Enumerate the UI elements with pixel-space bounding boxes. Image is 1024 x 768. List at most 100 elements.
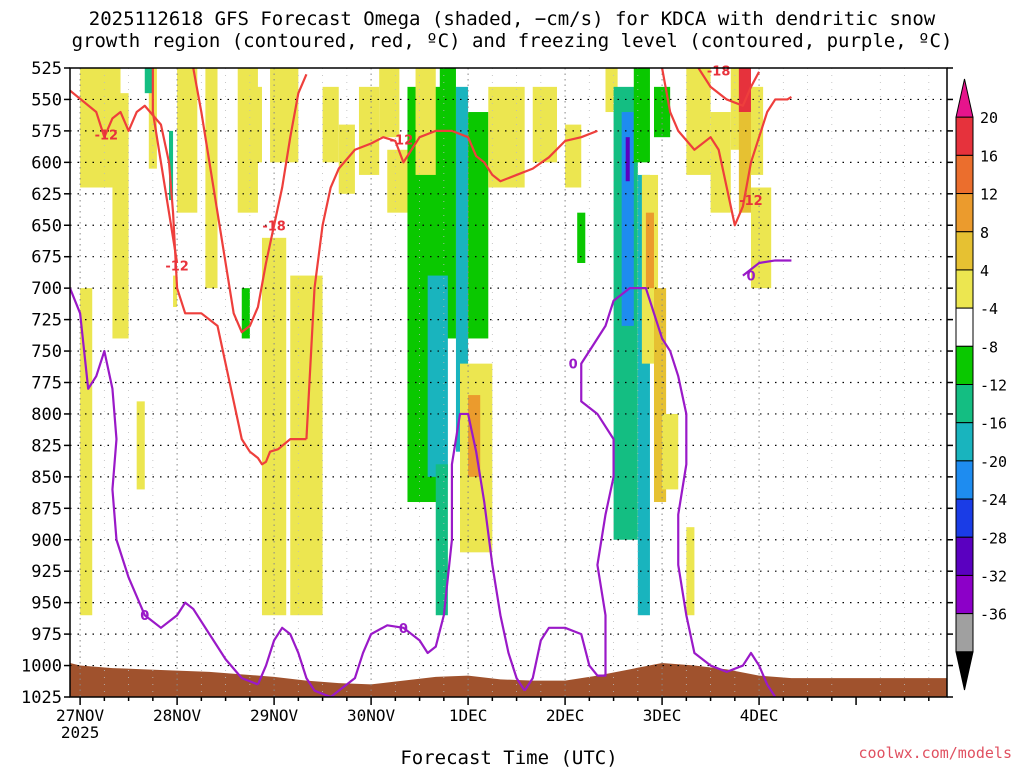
- x-tick-sublabel: 2025: [61, 723, 100, 742]
- colorbar-label: 16: [980, 147, 998, 165]
- y-tick-label: 850: [31, 468, 62, 488]
- omega-cell: [645, 212, 654, 289]
- dgz-contour-line: [70, 89, 307, 466]
- dgz-contour-label: -12: [390, 134, 414, 149]
- x-tick-label: 27NOV: [56, 706, 105, 725]
- omega-shading: [80, 68, 772, 616]
- omega-cell: [136, 401, 145, 490]
- dgz-contour-line: [305, 129, 598, 440]
- omega-cell: [633, 68, 650, 163]
- omega-cell: [565, 124, 582, 188]
- dgz-contour-line: [697, 68, 761, 107]
- colorbar-segment: [955, 384, 974, 424]
- colorbar-segment: [955, 231, 974, 271]
- freezing-contour-label: 0: [569, 358, 578, 373]
- omega-cell: [169, 130, 174, 201]
- omega-cell: [253, 86, 262, 163]
- colorbar-label: -28: [980, 529, 1007, 547]
- omega-cell: [379, 68, 400, 138]
- colorbar-top-triangle: [955, 78, 974, 118]
- freezing-contour-line: [256, 412, 526, 697]
- y-tick-label: 625: [31, 185, 62, 205]
- colorbar-segment: [955, 460, 974, 500]
- x-tick-label: 2DEC: [546, 706, 585, 725]
- x-axis-title: Forecast Time (UTC): [400, 747, 617, 768]
- colorbar-segment: [955, 536, 974, 576]
- freezing-contour-label: 0: [140, 609, 149, 624]
- dgz-contour-label: -12: [165, 260, 189, 275]
- omega-cell: [177, 68, 198, 213]
- y-tick-label: 550: [31, 90, 62, 110]
- omega-cell: [488, 86, 525, 188]
- omega-cell: [532, 86, 557, 163]
- colorbar-label: -16: [980, 415, 1007, 433]
- x-tick-label: 3DEC: [643, 706, 682, 725]
- colorbar: 20 16 12 8 4 -4 -8 -12 -16 -20 -24 -28 -32 -36: [955, 78, 1007, 691]
- colorbar-label: -32: [980, 567, 1007, 585]
- colorbar-segment: [955, 574, 974, 615]
- freezing-contour-line: [742, 259, 792, 277]
- omega-cell: [686, 527, 695, 616]
- freezing-contour-line: [523, 287, 777, 697]
- grid-lines: [70, 68, 947, 697]
- y-tick-label: 1025: [21, 688, 62, 708]
- omega-cell: [468, 112, 489, 339]
- colorbar-segment: [955, 116, 974, 156]
- omega-cell: [621, 112, 634, 326]
- colorbar-segment: [955, 154, 974, 195]
- y-tick-label: 875: [31, 499, 62, 519]
- y-tick-label: 950: [31, 594, 62, 614]
- colorbar-label: -36: [980, 606, 1007, 624]
- omega-cell: [112, 93, 129, 339]
- y-tick-label: 750: [31, 342, 62, 362]
- colorbar-segment: [955, 613, 974, 653]
- colorbar-label: -4: [980, 300, 998, 318]
- colorbar-label: -24: [980, 491, 1007, 509]
- omega-cell: [577, 212, 586, 263]
- omega-cell: [415, 68, 436, 175]
- dgz-contour-label: -12: [95, 129, 119, 144]
- colorbar-segment: [955, 307, 974, 347]
- omega-cell: [662, 413, 679, 490]
- x-tick-label: 4DEC: [740, 706, 779, 725]
- omega-cell: [237, 68, 258, 213]
- dgz-contour-line: [192, 68, 308, 334]
- y-tick-label: 525: [31, 59, 62, 79]
- y-tick-label: 900: [31, 531, 62, 551]
- omega-cell: [686, 68, 711, 175]
- dgz-contour-line: [151, 68, 179, 264]
- y-tick-label: 775: [31, 374, 62, 394]
- y-tick-label: 700: [31, 279, 62, 299]
- colorbar-label: -20: [980, 453, 1007, 471]
- omega-cell: [80, 288, 93, 616]
- freezing-contour-label: 0: [746, 270, 755, 285]
- dgz-contour-label: -18: [707, 65, 731, 80]
- dgz-contour-label: -18: [262, 219, 286, 234]
- omega-cell: [435, 464, 448, 616]
- y-tick-label: 800: [31, 405, 62, 425]
- chart-title-line1: 2025112618 GFS Forecast Omega (shaded, −…: [88, 8, 936, 30]
- omega-cell: [322, 86, 339, 163]
- y-tick-label: 600: [31, 153, 62, 173]
- x-tick-label: 28NOV: [153, 706, 202, 725]
- y-tick-label: 675: [31, 248, 62, 268]
- colorbar-label: -8: [980, 338, 998, 356]
- colorbar-segment: [955, 498, 974, 538]
- omega-cell: [738, 68, 751, 113]
- x-tick-label: 29NOV: [250, 706, 299, 725]
- y-tick-label: 825: [31, 436, 62, 456]
- omega-cell: [625, 137, 630, 182]
- y-tick-label: 925: [31, 562, 62, 582]
- freezing-level-contours: 0 0 0 0: [70, 259, 792, 697]
- x-tick-label: 30NOV: [347, 706, 396, 725]
- omega-cell: [173, 275, 178, 308]
- freezing-contour-label: 0: [399, 622, 408, 637]
- colorbar-label: 12: [980, 186, 998, 204]
- chart-title-line2: growth region (contoured, red, ºC) and f…: [71, 30, 953, 52]
- colorbar-label: 8: [980, 224, 989, 242]
- colorbar-label: -12: [980, 377, 1007, 395]
- y-tick-label: 1000: [21, 657, 62, 677]
- credit-link[interactable]: coolwx.com/models: [858, 744, 1012, 762]
- omega-cell: [358, 86, 380, 175]
